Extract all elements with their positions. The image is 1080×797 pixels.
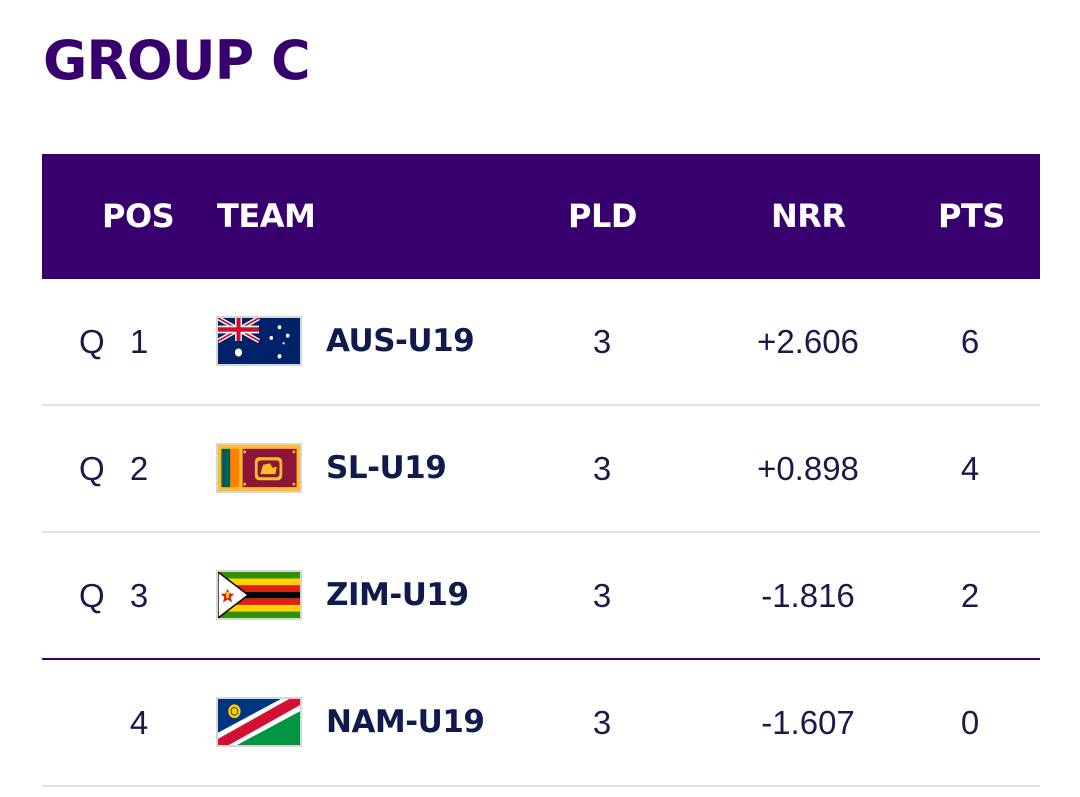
points: 4 [960, 450, 980, 487]
header-pts: PTS [938, 197, 1005, 235]
team-name[interactable]: NAM-U19 [326, 704, 485, 740]
zimbabwe-flag-icon [216, 570, 302, 620]
net-run-rate: -1.816 [761, 577, 855, 614]
header-pos: POS [102, 197, 175, 235]
table-header: POS TEAM PLD NRR PTS [42, 154, 1040, 279]
team-name[interactable]: AUS-U19 [326, 323, 475, 359]
namibia-flag-icon [216, 697, 302, 747]
team-name[interactable]: ZIM-U19 [326, 577, 469, 613]
header-team: TEAM [217, 197, 316, 235]
table-row[interactable]: Q 2 SL-U19 3 +0.898 4 [42, 406, 1040, 533]
table-row[interactable]: 4 NAM-U19 3 -1.607 0 [42, 660, 1040, 787]
qualified-marker: Q [79, 323, 105, 360]
points: 0 [960, 704, 980, 741]
played: 3 [592, 577, 612, 614]
group-title: GROUP C [43, 29, 311, 92]
standings-table: POS TEAM PLD NRR PTS Q 1 [42, 154, 1040, 787]
sri-lanka-flag-icon [216, 443, 302, 493]
header-pld: PLD [568, 197, 637, 235]
header-nrr: NRR [771, 197, 846, 235]
position: 3 [129, 577, 149, 614]
played: 3 [592, 450, 612, 487]
played: 3 [592, 323, 612, 360]
qualified-marker: Q [79, 450, 105, 487]
position: 2 [129, 450, 149, 487]
points: 2 [960, 577, 980, 614]
table-row[interactable]: Q 1 AUS-U19 3 +2.606 6 [42, 279, 1040, 406]
qualified-marker: Q [79, 577, 105, 614]
played: 3 [592, 704, 612, 741]
net-run-rate: +2.606 [757, 323, 859, 360]
team-name[interactable]: SL-U19 [326, 450, 447, 486]
points: 6 [960, 323, 980, 360]
position: 1 [129, 323, 149, 360]
net-run-rate: -1.607 [761, 704, 855, 741]
position: 4 [129, 704, 149, 741]
net-run-rate: +0.898 [757, 450, 859, 487]
table-row[interactable]: Q 3 ZIM-U19 3 -1.816 2 [42, 533, 1040, 660]
australia-flag-icon [216, 316, 302, 366]
